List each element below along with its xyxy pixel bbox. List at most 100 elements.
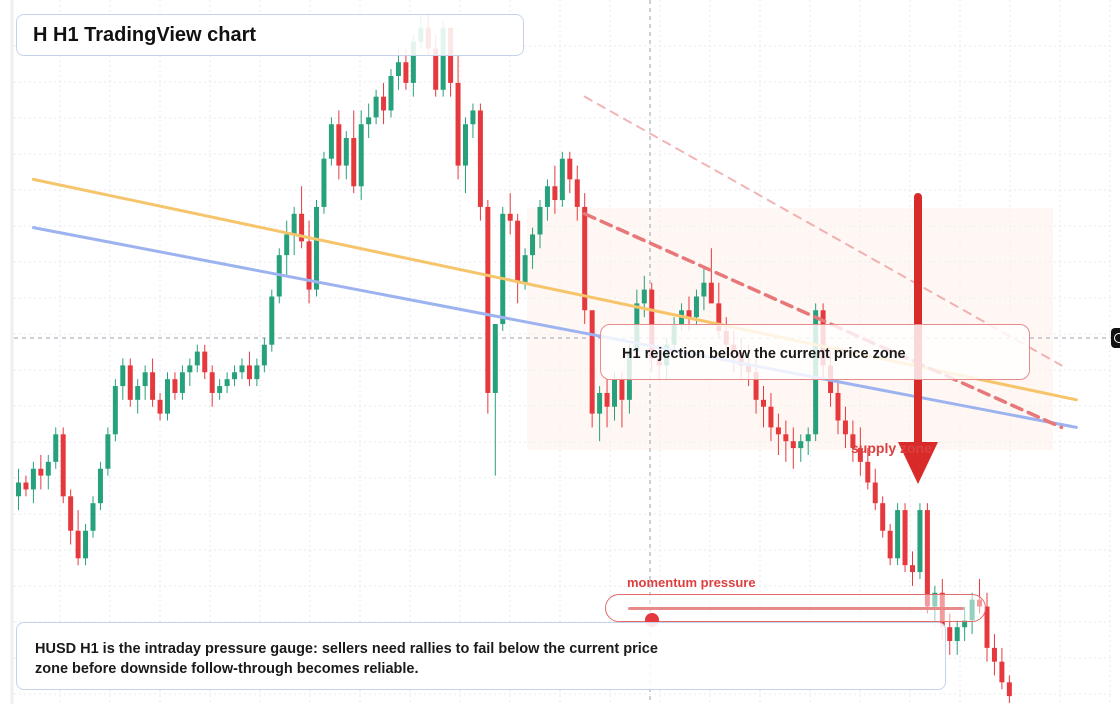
- candle-body: [597, 392, 603, 414]
- candle: [336, 110, 342, 180]
- candle: [902, 503, 908, 573]
- gauge-track: [628, 607, 964, 627]
- candle-body: [381, 96, 387, 111]
- candle: [880, 496, 886, 538]
- candle: [351, 110, 357, 194]
- candle-body: [105, 434, 111, 469]
- candle: [217, 379, 223, 400]
- candle-body: [366, 117, 372, 125]
- candle: [984, 592, 990, 662]
- candle-body: [410, 41, 416, 83]
- candle: [165, 372, 170, 421]
- candle: [38, 454, 44, 490]
- candle-body: [716, 303, 722, 331]
- candle: [515, 213, 521, 304]
- candle: [798, 434, 804, 462]
- candle: [127, 358, 133, 407]
- candle: [857, 427, 863, 476]
- candle: [284, 220, 290, 276]
- candle-body: [857, 448, 863, 462]
- candle: [805, 427, 811, 455]
- candle: [321, 151, 327, 214]
- candle: [842, 406, 848, 449]
- candle-body: [574, 179, 580, 207]
- candle-body: [224, 379, 230, 387]
- summary-line-2: zone before downside follow-through beco…: [35, 661, 419, 677]
- candle-body: [179, 372, 185, 393]
- candle-body: [835, 392, 841, 421]
- candle: [895, 503, 901, 566]
- candle: [1006, 675, 1012, 703]
- candle: [790, 427, 796, 469]
- candle: [45, 454, 51, 490]
- candle-body: [83, 530, 89, 559]
- candle: [97, 461, 103, 511]
- candle-body: [686, 310, 692, 318]
- momentum-pressure-gauge[interactable]: [605, 594, 986, 627]
- candle-body: [30, 468, 36, 490]
- candle: [187, 358, 193, 387]
- candle-body: [403, 62, 409, 83]
- candle: [90, 496, 96, 538]
- candle-body: [336, 124, 342, 166]
- summary-panel: HUSD H1 is the intraday pressure gauge: …: [16, 622, 946, 690]
- candle-body: [157, 399, 163, 414]
- candle-body: [172, 379, 178, 393]
- candle-body: [328, 124, 334, 159]
- candle-body: [165, 379, 170, 414]
- candle-body: [75, 530, 81, 559]
- candle: [567, 151, 573, 194]
- candle-body: [872, 482, 878, 504]
- candle: [783, 420, 789, 462]
- candle: [552, 165, 558, 214]
- candle: [202, 344, 208, 380]
- candle: [492, 324, 498, 476]
- chart-title: H H1 TradingView chart: [16, 14, 524, 56]
- candle-body: [463, 124, 468, 166]
- candle-body: [641, 289, 647, 304]
- candle: [30, 461, 36, 504]
- candle: [619, 372, 625, 428]
- dashed-channel-line[interactable]: [582, 212, 1064, 430]
- candle-body: [991, 647, 997, 662]
- candle-body: [701, 282, 707, 297]
- candle: [358, 110, 364, 201]
- supply-zone-label: supply zone: [851, 440, 932, 456]
- candle: [872, 468, 878, 511]
- candle-body: [783, 434, 789, 442]
- candle: [209, 365, 215, 407]
- candle: [641, 275, 647, 318]
- candle-body: [775, 427, 781, 435]
- candle: [865, 448, 871, 490]
- candle-body: [261, 344, 267, 366]
- candle-body: [150, 372, 156, 400]
- candle: [135, 379, 141, 414]
- candle-body: [358, 124, 364, 187]
- candle: [53, 427, 59, 469]
- candle: [991, 634, 997, 676]
- candle-body: [299, 213, 305, 242]
- candle-body: [500, 213, 506, 325]
- target-icon[interactable]: [1111, 328, 1120, 348]
- candle-body: [917, 510, 923, 573]
- candle-body: [768, 406, 774, 428]
- candle: [83, 523, 89, 566]
- faint-dashed-channel-line[interactable]: [583, 95, 1063, 367]
- candle-body: [589, 310, 595, 414]
- candle: [455, 55, 461, 180]
- candle: [306, 220, 312, 304]
- candle-body: [507, 213, 513, 221]
- candle: [835, 379, 841, 435]
- candle: [366, 103, 372, 139]
- candle: [850, 420, 856, 462]
- candle: [60, 427, 66, 504]
- candle-body: [388, 76, 394, 111]
- candle-body: [544, 186, 550, 207]
- candle-body: [373, 96, 379, 118]
- candle-body: [865, 461, 871, 483]
- candle: [75, 510, 81, 566]
- candle-body: [284, 234, 290, 256]
- candle-body: [612, 379, 617, 407]
- candle: [477, 103, 483, 221]
- blue-trendline[interactable]: [31, 226, 1078, 429]
